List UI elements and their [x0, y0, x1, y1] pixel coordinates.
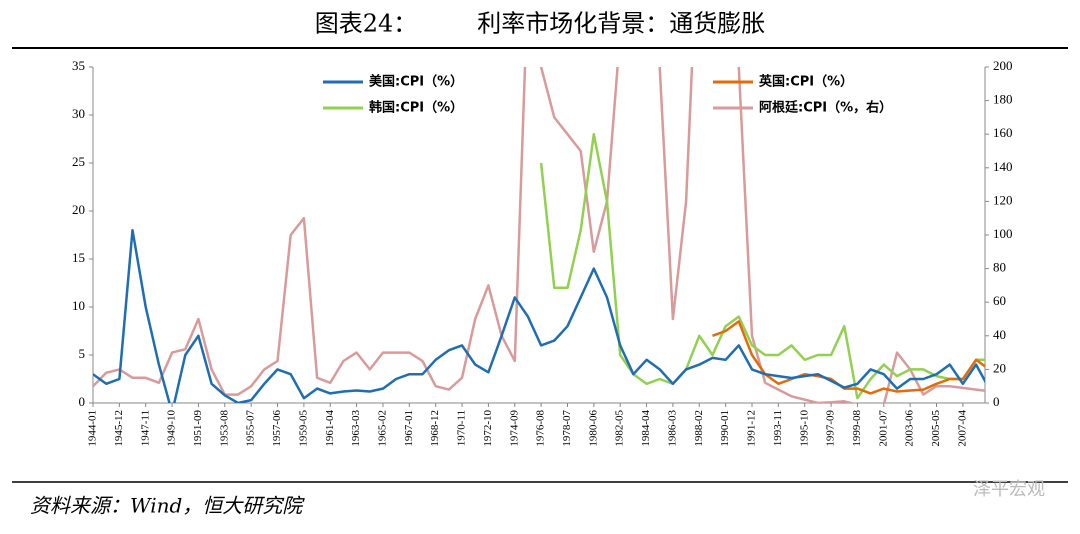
- x-tick-label: 1984-04: [640, 410, 652, 447]
- source: 资料来源：Wind，恒大研究院: [30, 494, 305, 518]
- series-line: [93, 228, 985, 403]
- y2-tick-label: 100: [993, 226, 1013, 241]
- x-tick-label: 1991-12: [746, 410, 758, 447]
- legend-label: 韩国:CPI（%）: [369, 100, 463, 116]
- series-line: [712, 320, 985, 395]
- x-tick-label: 1997-09: [825, 410, 837, 447]
- y2-tick-label: 120: [993, 192, 1013, 207]
- x-tick-label: 1972-10: [482, 410, 494, 447]
- x-tick-label: 1945-12: [113, 410, 125, 447]
- x-tick-label: 2005-05: [930, 410, 942, 447]
- y2-tick-label: 140: [993, 159, 1013, 174]
- x-tick-label: 1953-08: [218, 410, 230, 447]
- y2-tick-label: 80: [993, 260, 1006, 275]
- y-tick-label: 30: [72, 106, 85, 121]
- legend-label: 英国:CPI（%）: [758, 74, 853, 90]
- x-tick-label: 1957-06: [271, 410, 283, 447]
- x-tick-label: 1965-02: [376, 410, 388, 447]
- x-tick-label: 1951-09: [192, 410, 204, 447]
- y2-tick-label: 20: [993, 360, 1006, 375]
- x-tick-label: 1967-01: [403, 410, 415, 447]
- y2-tick-label: 0: [993, 394, 1000, 409]
- x-tick-label: 1959-05: [297, 410, 309, 447]
- x-tick-label: 1974-09: [508, 410, 520, 447]
- y2-tick-label: 60: [993, 293, 1006, 308]
- series-line: [93, 67, 985, 403]
- y2-tick-label: 180: [993, 92, 1013, 107]
- x-tick-label: 1963-03: [350, 410, 362, 447]
- y-tick-label: 15: [72, 250, 85, 265]
- x-tick-label: 1995-10: [798, 410, 810, 447]
- y-tick-label: 10: [72, 298, 85, 313]
- y-tick-label: 25: [72, 154, 85, 169]
- x-tick-label: 1990-01: [719, 410, 731, 447]
- series-line: [539, 132, 985, 400]
- x-tick-label: 1970-11: [456, 410, 468, 446]
- y2-tick-label: 200: [993, 58, 1013, 73]
- x-tick-label: 1999-08: [851, 410, 863, 447]
- x-tick-label: 1949-10: [166, 410, 178, 447]
- legend-label: 美国:CPI（%）: [369, 74, 463, 90]
- legend-label: 阿根廷:CPI（%，右）: [759, 100, 892, 116]
- x-tick-label: 1944-01: [87, 410, 99, 447]
- x-tick-label: 1988-02: [693, 410, 705, 447]
- x-tick-label: 2003-06: [904, 410, 916, 447]
- x-tick-label: 2007-04: [956, 410, 968, 447]
- chart-title: 图表24： 利率市场化背景：通货膨胀: [315, 10, 766, 38]
- watermark: 泽平宏观: [973, 479, 1045, 500]
- x-tick-label: 1982-05: [614, 410, 626, 447]
- x-tick-label: 1961-04: [324, 410, 336, 447]
- x-tick-label: 2001-07: [877, 410, 889, 447]
- x-tick-label: 1947-11: [139, 410, 151, 446]
- x-tick-label: 1955-07: [245, 410, 257, 447]
- x-tick-label: 1986-03: [666, 410, 678, 447]
- y-tick-label: 0: [79, 394, 86, 409]
- y-tick-label: 20: [72, 202, 85, 217]
- y-tick-label: 5: [79, 346, 86, 361]
- plot-area: [93, 67, 985, 403]
- x-tick-label: 1980-06: [587, 410, 599, 447]
- x-tick-label: 1976-08: [535, 410, 547, 447]
- x-tick-label: 1993-11: [772, 410, 784, 446]
- x-tick-label: 1968-12: [429, 410, 441, 447]
- y-tick-label: 35: [72, 58, 85, 73]
- y2-tick-label: 160: [993, 125, 1013, 140]
- y2-tick-label: 40: [993, 327, 1006, 342]
- x-tick-label: 1978-07: [561, 410, 573, 447]
